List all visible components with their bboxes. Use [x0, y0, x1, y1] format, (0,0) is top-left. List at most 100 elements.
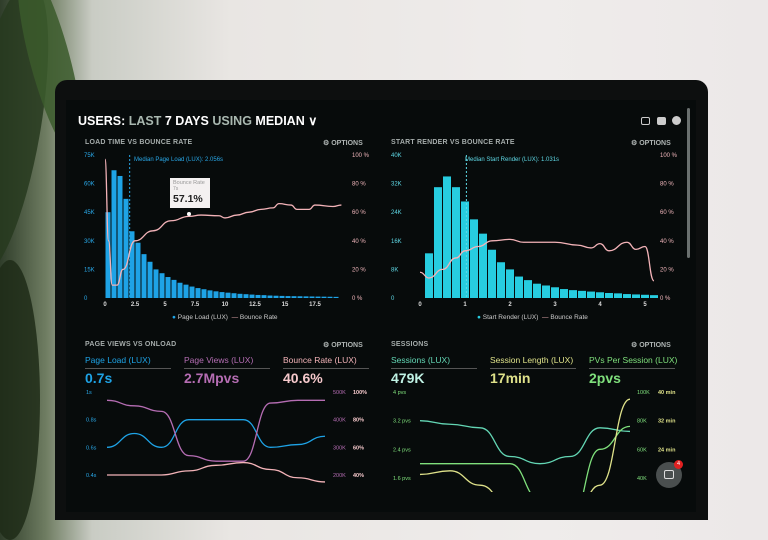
x-tick-label: 1 [463, 302, 467, 308]
bar [327, 296, 333, 298]
y-tick-label: 0.8s [86, 418, 97, 424]
bounce-rate-line [104, 158, 342, 286]
options-button[interactable]: ⚙ OPTIONS [323, 140, 363, 147]
x-tick-label: 4 [598, 302, 602, 308]
y2-tick-label: 20 % [660, 267, 674, 273]
kpi-value: 2pvs [589, 370, 621, 386]
scrollbar[interactable] [687, 108, 690, 258]
y2-tick-label: 0 % [660, 296, 671, 302]
bar [425, 253, 433, 298]
x-tick-label: 0 [103, 302, 107, 308]
kpi-label: Session Length (LUX) [490, 355, 576, 369]
panel-title: PAGE VIEWS VS ONLOAD [85, 341, 177, 348]
y3-tick-label: 40% [353, 473, 364, 479]
bar [596, 292, 604, 298]
median-label: Median Start Render (LUX): 1.031s [465, 157, 560, 163]
bar [524, 280, 532, 298]
kpi-label: Bounce Rate (LUX) [283, 355, 369, 369]
y-tick-label: 75K [84, 153, 95, 159]
options-button[interactable]: ⚙ OPTIONS [323, 342, 363, 349]
x-tick-label: 3 [553, 302, 557, 308]
bar [641, 294, 649, 298]
legend: ● Page Load (LUX) — Bounce Rate [172, 314, 278, 321]
kpi-value: 0.7s [85, 370, 113, 386]
chevron-down-icon[interactable]: ∨ [308, 114, 318, 128]
bar [117, 175, 123, 298]
bar [297, 296, 303, 298]
bar [291, 296, 297, 298]
bar [189, 286, 195, 298]
kpi-value: 17min [490, 370, 531, 386]
y-tick-label: 0.4s [86, 473, 97, 479]
y2-tick-label: 300K [333, 445, 346, 451]
help-icon[interactable] [672, 116, 681, 125]
bar [578, 290, 586, 298]
bar [105, 212, 111, 298]
bar [255, 294, 261, 298]
bar [207, 290, 213, 298]
bar [303, 296, 309, 298]
bar [219, 292, 225, 298]
bar [153, 269, 159, 298]
x-tick-label: 7.5 [191, 302, 200, 308]
y3-tick-label: 80% [353, 418, 364, 424]
legend-marker-line: — [542, 314, 549, 321]
bar [225, 292, 231, 298]
notification-badge: 4 [674, 460, 683, 469]
x-tick-label: 5 [163, 302, 167, 308]
series-line [419, 398, 631, 492]
y2-tick-label: 20 % [352, 267, 366, 273]
y2-tick-label: 100K [637, 390, 650, 396]
bar [201, 289, 207, 298]
y-tick-label: 1.6 pvs [393, 476, 411, 482]
kpi-label: Sessions (LUX) [391, 355, 477, 369]
image-icon[interactable] [657, 117, 666, 125]
y2-tick-label: 100 % [660, 153, 678, 159]
bar [569, 290, 577, 298]
y-tick-label: 2.4 pvs [393, 447, 411, 453]
bar [623, 294, 631, 298]
bar [515, 276, 523, 298]
bar [587, 291, 595, 298]
bar [261, 295, 267, 298]
y2-tick-label: 60 % [660, 210, 674, 216]
y-tick-label: 16K [391, 239, 402, 245]
x-tick-label: 15 [282, 302, 289, 308]
y2-tick-label: 200K [333, 473, 346, 479]
y2-tick-label: 500K [333, 390, 346, 396]
monitor-icon[interactable] [641, 117, 650, 125]
options-button[interactable]: ⚙ OPTIONS [631, 342, 671, 349]
y3-tick-label: 32 min [658, 419, 676, 425]
bar [267, 295, 273, 298]
y2-tick-label: 40K [637, 476, 647, 482]
bar [542, 285, 550, 298]
y-tick-label: 0 [84, 296, 88, 302]
x-tick-label: 0 [418, 302, 422, 308]
y3-tick-label: 24 min [658, 447, 676, 453]
bar [497, 262, 505, 298]
bar [506, 269, 514, 298]
y-tick-label: 30K [84, 239, 95, 245]
bar [632, 294, 640, 298]
options-button[interactable]: ⚙ OPTIONS [631, 140, 671, 147]
y3-tick-label: 40 min [658, 390, 676, 396]
y-tick-label: 60K [84, 182, 95, 188]
kpi-label: Page Load (LUX) [85, 355, 171, 369]
bar [434, 187, 442, 298]
bar [147, 261, 153, 298]
bar [243, 294, 249, 298]
panel-title: LOAD TIME VS BOUNCE RATE [85, 139, 193, 146]
bar [231, 293, 237, 298]
chat-button[interactable]: 4 [656, 460, 683, 488]
kpi-value: 479K [391, 370, 425, 386]
kpi-label: Page Views (LUX) [184, 355, 270, 369]
x-tick-label: 5 [643, 302, 647, 308]
y-tick-label: 15K [84, 267, 95, 273]
series-line [420, 425, 631, 492]
x-tick-label: 10 [222, 302, 229, 308]
bar [213, 291, 219, 298]
page-title[interactable]: USERS: LAST 7 DAYS USING MEDIAN ∨ [78, 114, 318, 128]
bounce-rate-line [419, 238, 655, 282]
kpi-value: 40.6% [283, 370, 323, 386]
legend: ● Start Render (LUX) — Bounce Rate [477, 314, 588, 321]
